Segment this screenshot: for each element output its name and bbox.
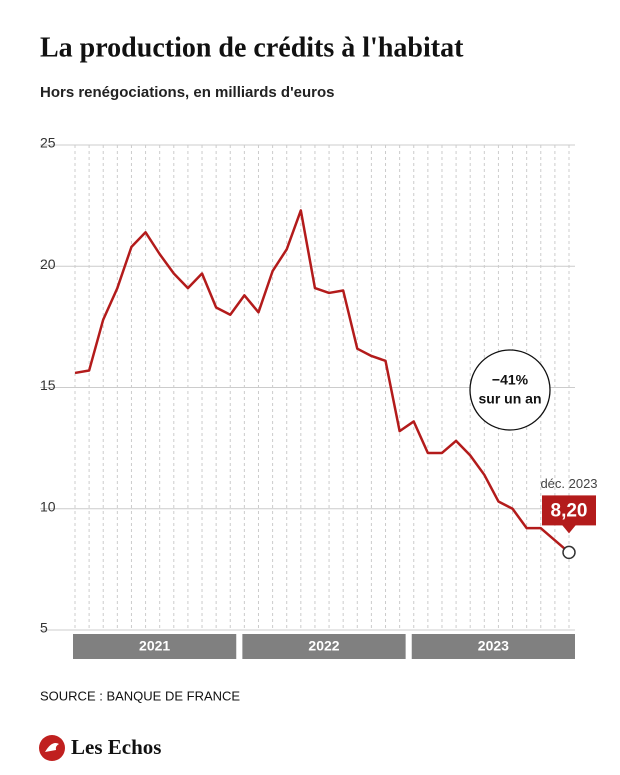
year-band — [411, 634, 575, 659]
year-label: 2022 — [308, 638, 339, 654]
year-band — [73, 634, 237, 659]
annotation-text: −41% — [492, 372, 529, 388]
year-band — [242, 634, 406, 659]
y-tick-label: 15 — [40, 377, 56, 393]
year-label: 2021 — [139, 638, 170, 654]
value-label: 8,20 — [551, 500, 588, 521]
value-label-box — [542, 495, 596, 526]
logo-mark — [45, 743, 59, 752]
y-tick-label: 20 — [40, 256, 56, 272]
value-label-pointer — [562, 524, 576, 534]
last-point-label: déc. 2023 — [540, 476, 597, 491]
y-tick-label: 25 — [40, 135, 56, 151]
y-tick-label: 10 — [40, 498, 56, 514]
brand: Les Echos — [71, 735, 161, 759]
line — [74, 209, 570, 554]
annotation-circle — [469, 349, 551, 431]
y-tick-label: 5 — [40, 620, 48, 636]
last-point — [562, 545, 576, 560]
source: SOURCE : BANQUE DE FRANCE — [40, 688, 240, 703]
chart-subtitle: Hors renégociations, en milliards d'euro… — [40, 84, 334, 101]
annotation-text: sur un an — [478, 391, 541, 407]
chart-title: La production de crédits à l'habitat — [40, 32, 464, 63]
year-label: 2023 — [478, 638, 509, 654]
